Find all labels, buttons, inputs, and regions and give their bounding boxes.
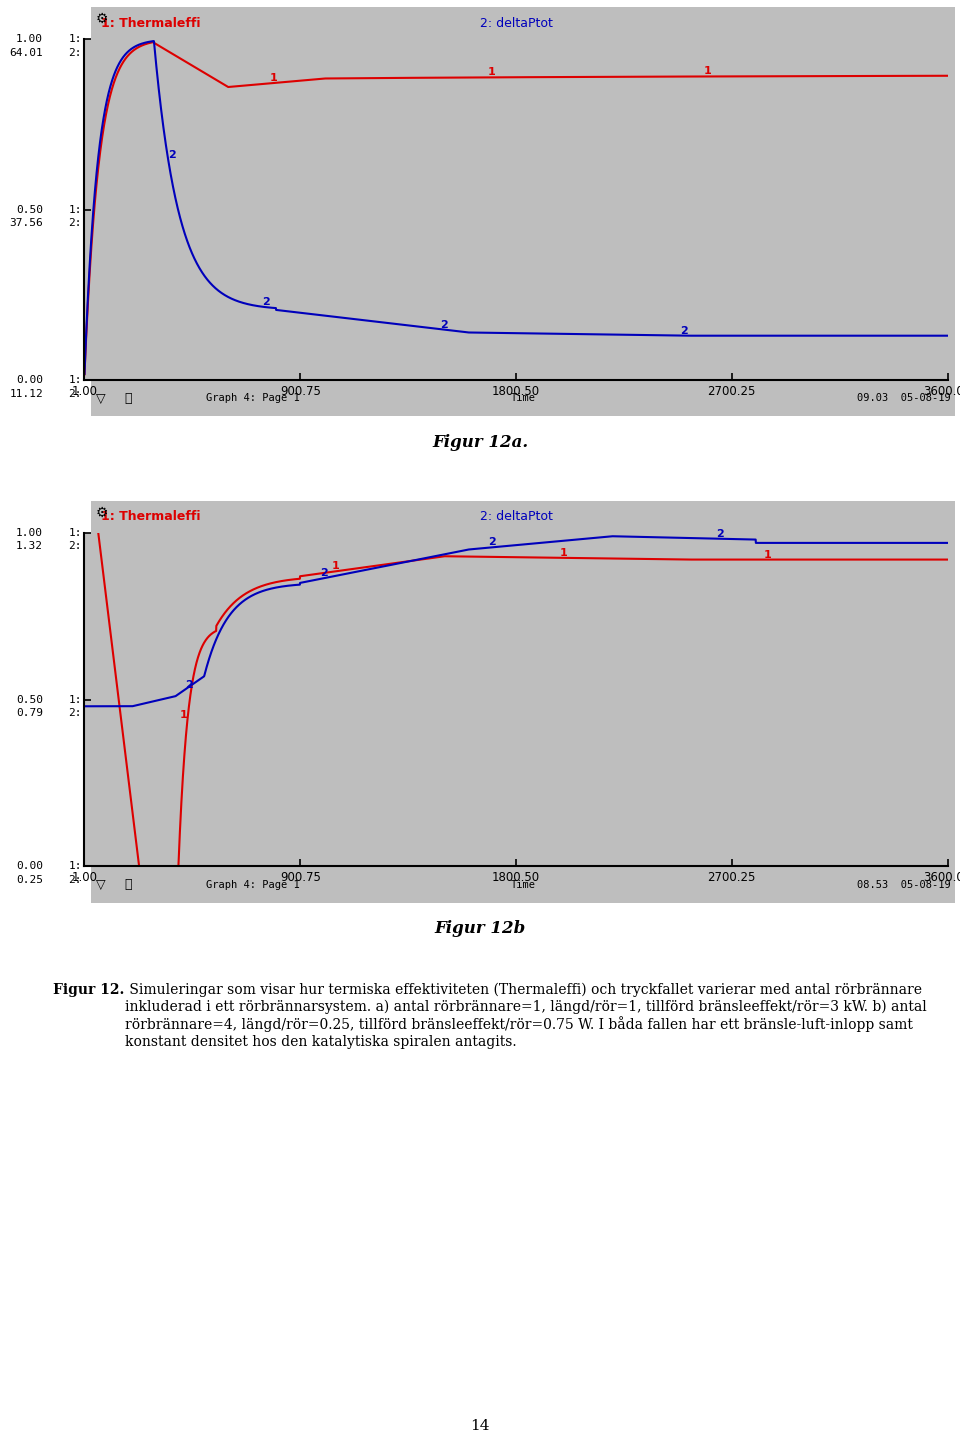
Text: 64.01: 64.01 xyxy=(10,48,43,58)
Text: Graph 4: Page 1: Graph 4: Page 1 xyxy=(206,879,300,890)
Text: 2:: 2: xyxy=(68,542,82,552)
Text: 37.56: 37.56 xyxy=(10,218,43,229)
Text: Figur 12.: Figur 12. xyxy=(53,983,124,997)
Text: 1: 1 xyxy=(764,549,772,559)
Text: ⚙: ⚙ xyxy=(96,505,108,520)
Text: 1: 1 xyxy=(704,67,711,77)
Text: 1: 1 xyxy=(332,561,340,571)
Text: 1:: 1: xyxy=(68,205,82,214)
Text: 2:: 2: xyxy=(68,708,82,718)
Text: 1:: 1: xyxy=(68,35,82,44)
Text: ▽: ▽ xyxy=(96,392,106,405)
Text: 2: 2 xyxy=(488,537,495,547)
Text: 🔒: 🔒 xyxy=(125,392,132,405)
Text: 0.00: 0.00 xyxy=(16,376,43,384)
Text: 2: 2 xyxy=(185,680,193,690)
Text: 0.79: 0.79 xyxy=(16,708,43,718)
Text: Time: Time xyxy=(511,879,536,890)
Text: 2: 2 xyxy=(716,529,724,539)
Text: 1:: 1: xyxy=(68,695,82,705)
Text: Figur 12a.: Figur 12a. xyxy=(432,434,528,451)
Text: Simuleringar som visar hur termiska effektiviteten (Thermaleffi) och tryckfallet: Simuleringar som visar hur termiska effe… xyxy=(125,983,926,1048)
Text: 1: 1 xyxy=(270,73,277,83)
Text: 2: 2 xyxy=(321,568,328,578)
Text: 🔒: 🔒 xyxy=(125,878,132,891)
Text: 1:: 1: xyxy=(68,376,82,384)
Text: 2:: 2: xyxy=(68,48,82,58)
Text: 2: deltaPtot: 2: deltaPtot xyxy=(480,17,553,29)
Text: Figur 12b: Figur 12b xyxy=(434,920,526,938)
Text: 2:: 2: xyxy=(68,389,82,399)
Text: 1.00: 1.00 xyxy=(16,35,43,44)
Text: 2: 2 xyxy=(680,326,687,336)
Text: 2: deltaPtot: 2: deltaPtot xyxy=(480,511,553,523)
Text: 1: Thermaleffi: 1: Thermaleffi xyxy=(101,511,201,523)
Text: 0.50: 0.50 xyxy=(16,205,43,214)
Text: 2:: 2: xyxy=(68,875,82,885)
Text: 0.25: 0.25 xyxy=(16,875,43,885)
Text: 1: 1 xyxy=(180,711,187,721)
Text: 0.00: 0.00 xyxy=(16,862,43,871)
Text: 09.03  05-08-19: 09.03 05-08-19 xyxy=(856,393,950,403)
Text: 2: 2 xyxy=(263,297,271,307)
Text: 2:: 2: xyxy=(68,218,82,229)
Text: Graph 4: Page 1: Graph 4: Page 1 xyxy=(206,393,300,403)
Text: 14: 14 xyxy=(470,1418,490,1433)
Text: 2: 2 xyxy=(440,320,447,329)
Text: 0.50: 0.50 xyxy=(16,695,43,705)
Text: 2: 2 xyxy=(168,150,176,160)
Text: 1: 1 xyxy=(560,547,567,558)
Text: 1: 1 xyxy=(488,67,495,77)
Text: 1:: 1: xyxy=(68,529,82,537)
Text: 1:: 1: xyxy=(68,862,82,871)
Text: ⚙: ⚙ xyxy=(96,12,108,26)
Text: Time: Time xyxy=(511,393,536,403)
Text: 11.12: 11.12 xyxy=(10,389,43,399)
Text: 1.00: 1.00 xyxy=(16,529,43,537)
Text: 08.53  05-08-19: 08.53 05-08-19 xyxy=(856,879,950,890)
Text: ▽: ▽ xyxy=(96,878,106,891)
Text: 1: Thermaleffi: 1: Thermaleffi xyxy=(101,17,201,29)
Text: 1.32: 1.32 xyxy=(16,542,43,552)
